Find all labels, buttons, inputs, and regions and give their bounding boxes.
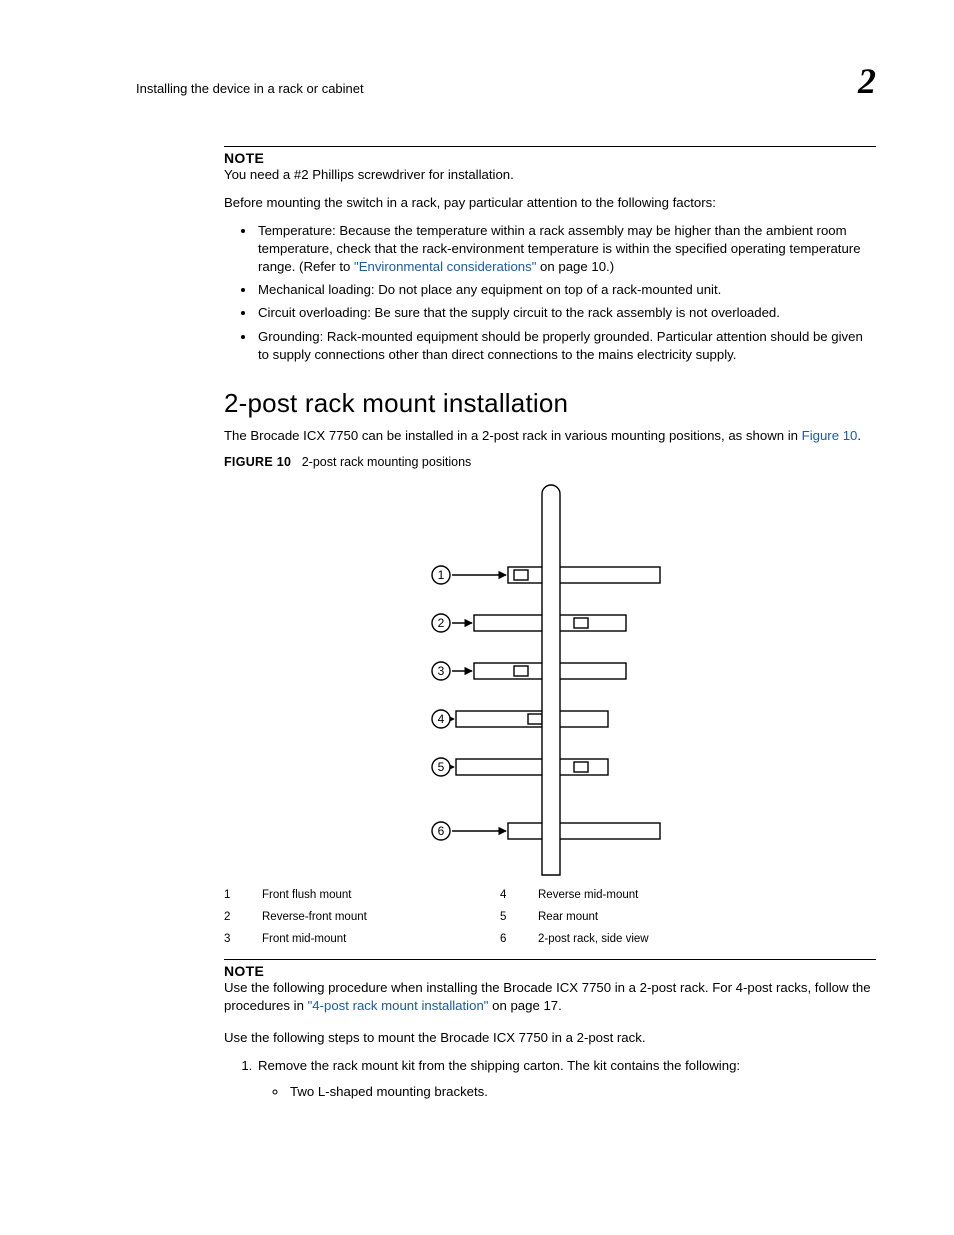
svg-text:2: 2 xyxy=(438,616,445,630)
legend-num: 4 xyxy=(500,889,520,901)
svg-text:4: 4 xyxy=(438,712,445,726)
note-rule xyxy=(224,959,876,960)
legend-text: Front mid-mount xyxy=(262,933,482,945)
xref-link[interactable]: "Environmental considerations" xyxy=(354,259,536,274)
legend-num: 1 xyxy=(224,889,244,901)
note-label: NOTE xyxy=(224,963,876,979)
legend-text: Front flush mount xyxy=(262,889,482,901)
factors-list: Temperature: Because the temperature wit… xyxy=(224,222,876,364)
list-item: Mechanical loading: Do not place any equ… xyxy=(256,281,876,299)
note-tail: on page 17. xyxy=(488,998,561,1013)
svg-text:1: 1 xyxy=(438,568,445,582)
sub-bullets: Two L-shaped mounting brackets. xyxy=(258,1083,876,1101)
list-item: Circuit overloading: Be sure that the su… xyxy=(256,304,876,322)
intro-paragraph: Before mounting the switch in a rack, pa… xyxy=(224,194,876,212)
svg-text:3: 3 xyxy=(438,664,445,678)
step-item: Remove the rack mount kit from the shipp… xyxy=(256,1057,876,1101)
figure-label: FIGURE 10 xyxy=(224,455,291,469)
list-item: Two L-shaped mounting brackets. xyxy=(288,1083,876,1101)
list-item: Grounding: Rack-mounted equipment should… xyxy=(256,328,876,364)
figure-caption: FIGURE 10 2-post rack mounting positions xyxy=(224,455,876,469)
legend-num: 2 xyxy=(224,911,244,923)
figure-title: 2-post rack mounting positions xyxy=(302,455,472,469)
legend-text: Rear mount xyxy=(538,911,758,923)
xref-link[interactable]: "4-post rack mount installation" xyxy=(308,998,489,1013)
note-label: NOTE xyxy=(224,150,876,166)
legend-text: Reverse-front mount xyxy=(262,911,482,923)
list-item: Temperature: Because the temperature wit… xyxy=(256,222,876,276)
legend-text: Reverse mid-mount xyxy=(538,889,758,901)
para-tail: . xyxy=(857,428,861,443)
legend-num: 5 xyxy=(500,911,520,923)
running-title: Installing the device in a rack or cabin… xyxy=(136,81,364,96)
para-lead: The Brocade ICX 7750 can be installed in… xyxy=(224,428,802,443)
bullet-tail: on page 10.) xyxy=(536,259,614,274)
svg-text:5: 5 xyxy=(438,760,445,774)
figure-legend: 1 Front flush mount 4 Reverse mid-mount … xyxy=(224,889,876,945)
svg-text:6: 6 xyxy=(438,824,445,838)
legend-num: 6 xyxy=(500,933,520,945)
figure-xref[interactable]: Figure 10 xyxy=(802,428,858,443)
figure-diagram: 1 2 3 4 5 6 xyxy=(224,479,876,879)
chapter-number: 2 xyxy=(858,60,876,102)
section-heading: 2-post rack mount installation xyxy=(224,388,876,419)
note-rule xyxy=(224,146,876,147)
legend-text: 2-post rack, side view xyxy=(538,933,758,945)
legend-num: 3 xyxy=(224,933,244,945)
steps-intro: Use the following steps to mount the Bro… xyxy=(224,1029,876,1047)
section-paragraph: The Brocade ICX 7750 can be installed in… xyxy=(224,427,876,445)
steps-list: Remove the rack mount kit from the shipp… xyxy=(224,1057,876,1101)
step-text: Remove the rack mount kit from the shipp… xyxy=(258,1058,740,1073)
note-text: Use the following procedure when install… xyxy=(224,979,876,1015)
note-text: You need a #2 Phillips screwdriver for i… xyxy=(224,166,876,184)
